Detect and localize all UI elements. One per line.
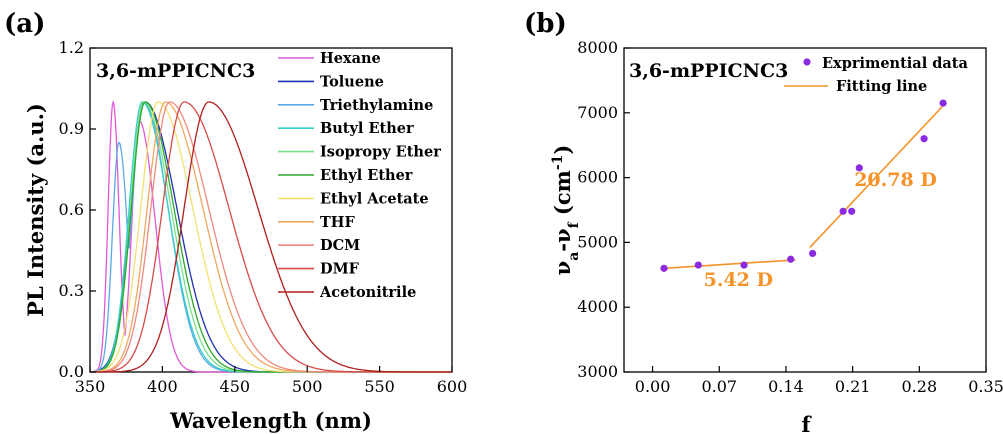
legend-label-dmf: DMF [320, 261, 360, 278]
panel-a: (a) 350 400 450 500 550 600 0.0 0.3 0.6 0.9 1.2 3… [4, 9, 467, 433]
panel-b: (b) 0.00 0.07 0.14 0.21 0.28 0.35 3000 4000 500… [524, 9, 1003, 434]
data-point [660, 264, 668, 272]
y-tick-label: 0.6 [59, 200, 84, 219]
panel-a-title: 3,6-mPPICNC3 [96, 60, 255, 82]
legend-label-dcm: DCM [320, 237, 360, 254]
x-tick-label: 400 [147, 377, 178, 396]
panel-b-plot-frame [623, 47, 987, 373]
legend-label-acetonitrile: Acetonitrile [319, 284, 416, 301]
legend-marker-experimental [803, 58, 811, 66]
fit-line-segment-1 [663, 259, 796, 270]
data-point [787, 255, 795, 263]
data-point [920, 135, 928, 143]
legend-label-experimental: Exprimential data [822, 55, 968, 72]
y-tick-label: 8000 [577, 38, 618, 57]
legend-label-thf: THF [320, 214, 355, 231]
panel-b-label: (b) [524, 9, 567, 39]
x-tick-label: 0.28 [902, 377, 938, 396]
data-point [839, 207, 847, 215]
legend-label-isopropy-ether: Isopropy Ether [320, 144, 441, 161]
x-tick-label: 500 [292, 377, 323, 396]
y-tick-label: 0.3 [59, 281, 84, 300]
panel-b-title: 3,6-mPPICNC3 [629, 60, 788, 82]
panel-b-x-ticks: 0.00 0.07 0.14 0.21 0.28 0.35 [635, 366, 1003, 396]
panel-b-y-ticks: 3000 4000 5000 6000 7000 8000 [577, 38, 630, 381]
y-tick-label: 0.9 [59, 119, 84, 138]
y-tick-label: 5000 [577, 232, 618, 251]
panel-b-data-points [660, 99, 947, 272]
panel-b-y-axis-label: νa-νf (cm-1) [550, 145, 582, 276]
y-tick-label: 1.2 [59, 38, 84, 57]
panel-a-label: (a) [4, 9, 45, 39]
y-tick-label: 4000 [577, 297, 618, 316]
panel-a-curves [89, 99, 452, 373]
x-tick-label: 0.35 [968, 377, 1003, 396]
data-point [809, 249, 817, 258]
legend-label-fitting-line: Fitting line [836, 78, 927, 95]
y-tick-label: 0.0 [59, 362, 84, 381]
legend-label-ethyl-ether: Ethyl Ether [320, 167, 413, 184]
data-point [694, 261, 702, 269]
panel-a-legend: Hexane Toluene Triethylamine Butyl Ether Iso… [278, 50, 441, 301]
x-tick-label: 450 [220, 377, 251, 396]
legend-label-triethylamine: Triethylamine [320, 97, 433, 114]
data-point [855, 164, 863, 172]
data-point [939, 99, 947, 107]
legend-label-butyl-ether: Butyl Ether [320, 120, 414, 137]
slope-annotation: 20.78 D [854, 169, 937, 191]
panel-b-x-axis-label: f [801, 412, 812, 434]
panel-a-x-axis-label: Wavelength (nm) [169, 408, 372, 433]
x-tick-label: 0.21 [835, 377, 871, 396]
x-tick-label: 350 [75, 377, 106, 396]
legend-label-hexane: Hexane [320, 50, 381, 67]
data-point [848, 207, 856, 215]
x-tick-label: 600 [437, 377, 468, 396]
panel-b-fit-lines [663, 105, 944, 270]
x-tick-label: 0.00 [635, 377, 671, 396]
x-tick-label: 0.07 [701, 377, 737, 396]
y-tick-label: 6000 [577, 168, 618, 187]
panel-a-y-ticks: 0.0 0.3 0.6 0.9 1.2 [59, 38, 96, 381]
fit-line-segment-2 [809, 105, 944, 249]
legend-label-toluene: Toluene [320, 73, 384, 90]
legend-label-ethyl-acetate: Ethyl Acetate [320, 190, 429, 207]
series-line-acetonitrile [90, 101, 452, 373]
y-tick-label: 7000 [577, 103, 618, 122]
panel-b-legend: Exprimential data Fitting line [784, 55, 968, 95]
panel-a-y-axis-label: PL Intensity (a.u.) [23, 103, 48, 317]
x-tick-label: 550 [364, 377, 395, 396]
panel-a-x-ticks: 350 400 450 500 550 600 [75, 366, 468, 396]
y-tick-label: 3000 [577, 362, 618, 381]
x-tick-label: 0.14 [768, 377, 804, 396]
data-point [740, 261, 748, 269]
slope-annotation: 5.42 D [704, 269, 773, 291]
panel-b-annotations: 5.42 D 20.78 D [704, 169, 937, 291]
